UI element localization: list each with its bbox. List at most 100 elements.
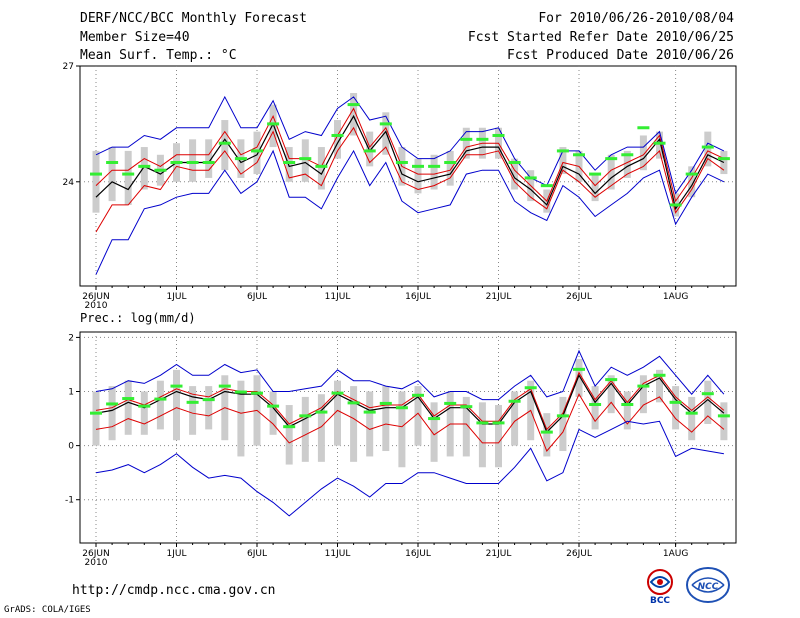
prec-obs-mark [476,421,489,425]
prec-box [189,386,197,435]
prec-box [430,402,438,462]
temp-box [317,147,325,190]
temp-obs-mark [299,157,312,161]
temp-frame [79,65,737,287]
temp-box [92,150,100,213]
temp-obs-mark [122,172,135,176]
prec-series-mean [95,373,725,434]
temp-box [688,166,696,198]
prec-box [462,396,470,457]
prec-xtick-label-6jul: 6JUL [247,549,267,559]
temp-series-min [95,149,725,275]
prec-box [124,380,132,435]
temp-box [269,104,277,148]
temp-obs-mark [202,160,215,164]
prec-obs-mark [556,414,569,418]
temp-box [382,112,390,155]
prec-obs-mark [106,402,119,406]
prec-obs-mark [202,398,215,402]
prec-box [495,405,502,468]
prec-xtick-label-21jul: 21JUL [486,549,512,559]
temp-obs-mark [573,153,585,157]
temp-obs-mark [653,141,666,145]
fcst-started-date: Fcst Started Refer Date 2010/06/25 [467,30,734,45]
temp-box [301,139,309,182]
prec-frame [79,331,737,544]
temp-ytick-label: 27 [63,62,74,72]
prec-box [317,394,325,462]
prec-box [269,391,277,435]
temp-obs-mark [154,168,167,172]
temp-box [253,131,261,175]
temp-box [704,131,712,167]
temp-obs-mark [379,122,392,126]
prec-xtick-label-26jul: 26JUL [566,549,592,559]
temp-obs-mark [395,160,408,164]
temp-xtick-label-11jul: 11JUL [325,292,351,302]
prec-obs-mark [573,367,585,371]
temp-obs-mark [685,172,698,176]
prec-series-min [95,420,724,517]
prec-box [607,375,615,414]
prec-box [140,391,148,435]
temp-box [334,120,341,159]
prec-obs-mark [637,384,650,388]
prec-obs-mark [540,430,553,434]
prec-box [301,396,309,462]
temp-obs-mark [540,184,553,188]
prec-obs-mark [589,402,602,406]
prec-box [205,386,213,430]
temp-box [350,93,358,136]
prec-box [366,391,374,457]
prec-obs-mark [363,410,376,414]
prec-box [382,386,390,452]
temp-obs-mark [669,203,682,207]
prec-xtick-label-1jul: 1JUL [167,549,187,559]
prec-series-max [95,349,725,401]
chart-title: DERF/NCC/BCC Monthly Forecast [80,11,307,26]
prec-obs-mark [234,390,247,394]
fcst-produced-date: Fcst Produced Date 2010/06/26 [507,48,734,63]
temp-obs-mark [556,149,569,153]
prec-box [720,402,728,441]
prec-obs-mark [460,405,473,409]
source-url[interactable]: http://cmdp.ncc.cma.gov.cn [72,583,276,598]
prec-box [350,386,358,462]
prec-box [704,380,712,424]
member-size: Member Size=40 [80,30,190,45]
temp-box [623,150,631,178]
temp-obs-mark [460,137,473,141]
temp-obs-mark [717,157,730,161]
temp-box [414,158,422,194]
temp-box [639,135,647,171]
temp-xtick-label-1jul: 1JUL [167,292,187,302]
prec-box [478,402,486,468]
prec-obs-mark [283,425,296,429]
prec-obs-mark [524,386,537,390]
prec-obs-mark [138,404,151,408]
prec-series-upper [95,371,725,431]
temp-box [591,174,599,202]
prec-ytick-label: 0 [68,442,74,452]
prec-box [656,369,663,403]
prec-box [639,375,647,414]
prec-box [237,380,245,457]
temp-obs-mark [605,157,618,161]
temp-box [511,158,519,190]
temp-obs-mark [701,145,714,149]
prec-ytick-label: -1 [65,496,74,506]
prec-box [92,391,100,446]
prec-box [398,391,406,468]
prec-obs-mark [122,397,135,401]
prec-obs-mark [701,392,714,396]
prec-obs-mark [621,402,634,406]
prec-obs-mark [331,391,344,395]
temp-obs-mark [637,126,650,130]
temp-obs-mark [524,176,537,180]
prec-obs-mark [251,391,263,395]
temp-obs-mark [347,103,360,107]
temp-obs-mark [492,133,505,137]
temp-xtick-label-6jul: 6JUL [247,292,267,302]
prec-box [575,359,583,397]
temp-series-mean [95,114,725,211]
